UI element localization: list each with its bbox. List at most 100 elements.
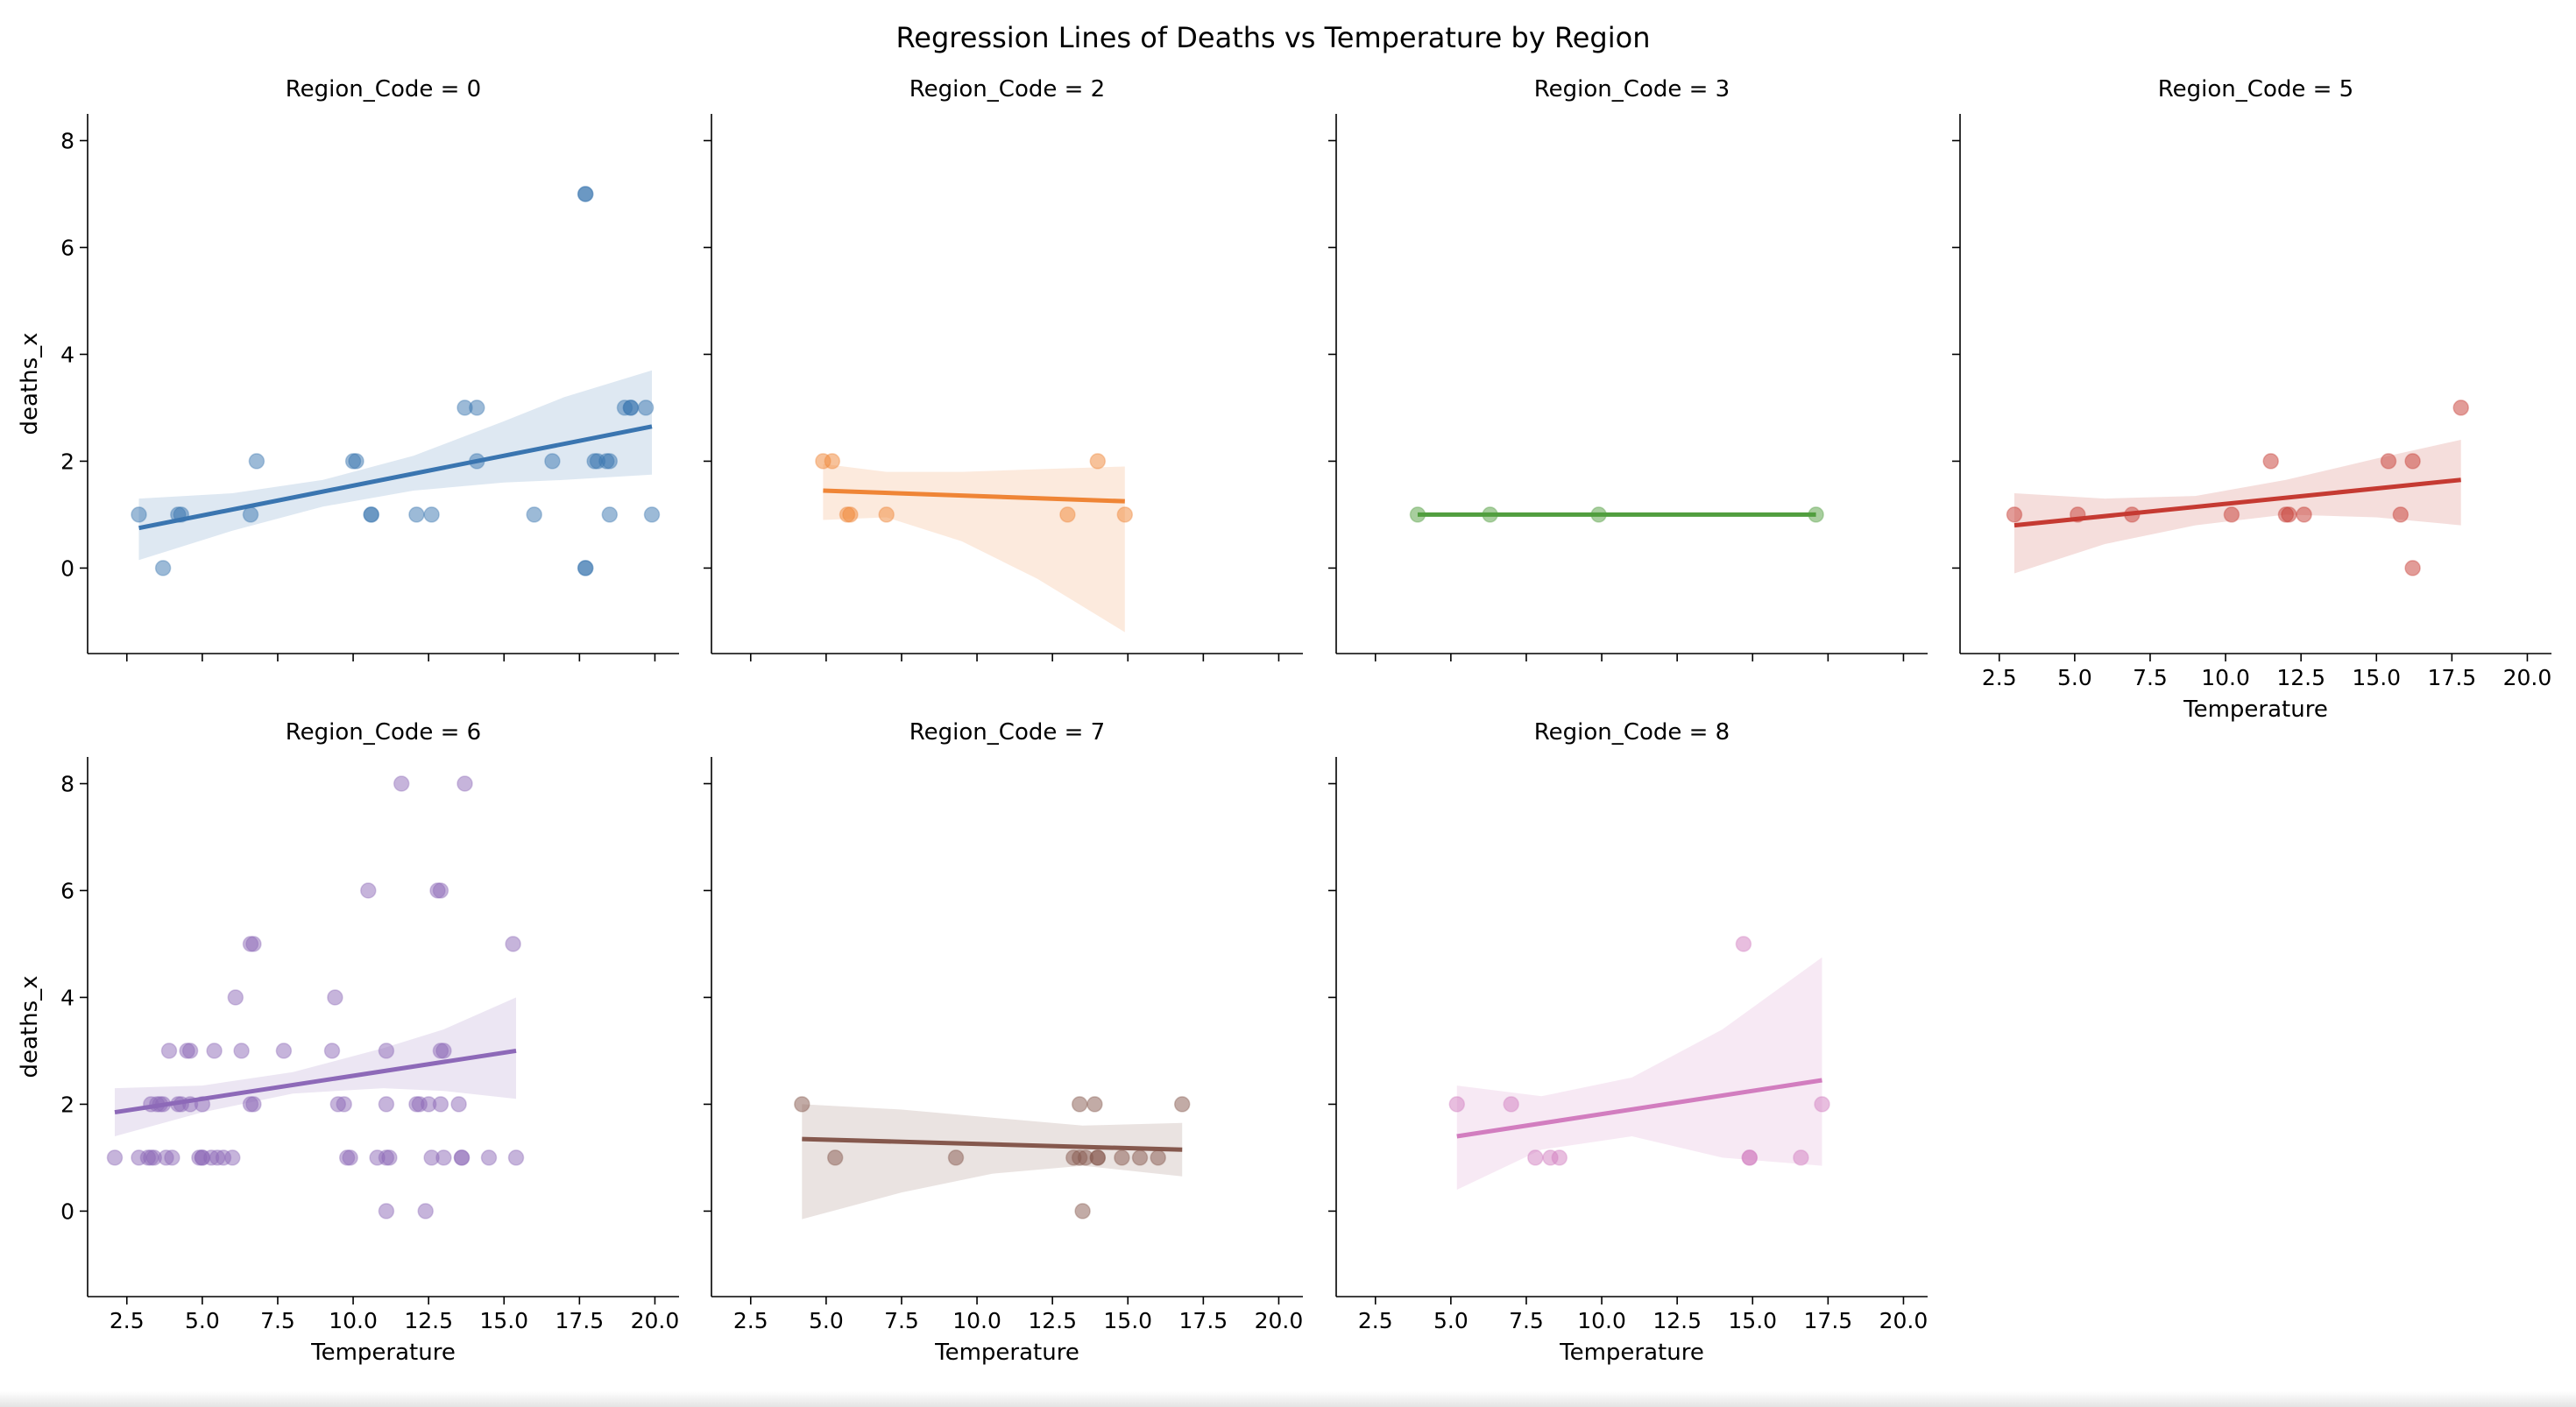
regression-line <box>823 488 1125 504</box>
x-tick-label: 5.0 <box>809 1308 844 1333</box>
data-point <box>131 506 147 523</box>
x-tick-label: 2.5 <box>733 1308 768 1333</box>
y-tick-label: 0 <box>60 555 74 581</box>
y-tick-label: 6 <box>60 235 74 260</box>
data-point <box>1086 1096 1103 1113</box>
facet-panel: Region_Code = 0 0 2 4 6 8 deaths_x <box>17 76 679 661</box>
data-point <box>1089 453 1107 470</box>
x-tick-label: 12.5 <box>1028 1308 1077 1333</box>
x-tick-label: 5.0 <box>185 1308 220 1333</box>
data-point <box>469 399 485 416</box>
regression-line <box>138 424 653 531</box>
data-point <box>106 1149 124 1166</box>
data-point <box>432 882 449 899</box>
x-tick-label: 10.0 <box>2201 665 2250 690</box>
data-point <box>435 1149 452 1166</box>
confidence-band <box>823 463 1125 633</box>
x-tick-label: 2.5 <box>110 1308 145 1333</box>
y-tick-label: 2 <box>60 1092 74 1117</box>
data-point <box>1551 1149 1568 1166</box>
regression-line <box>114 1048 517 1115</box>
x-tick-label: 20.0 <box>631 1308 680 1333</box>
data-point <box>342 1149 358 1166</box>
data-point <box>450 1096 467 1113</box>
x-tick-label: 2.5 <box>1982 665 2017 690</box>
data-point <box>826 1149 844 1166</box>
x-tick-label: 12.5 <box>404 1308 453 1333</box>
data-point <box>1735 936 1752 952</box>
x-axis-label: Temperature <box>934 1340 1079 1366</box>
data-point <box>1089 1149 1107 1166</box>
x-tick-label: 5.0 <box>1433 1308 1468 1333</box>
data-point <box>2006 506 2023 523</box>
data-point <box>360 882 377 899</box>
panel-title: Region_Code = 3 <box>1534 76 1730 103</box>
panel-title: Region_Code = 8 <box>1534 719 1730 746</box>
x-tick-label: 17.5 <box>1804 1308 1853 1333</box>
y-axis-label: deaths_x <box>17 332 43 435</box>
data-point <box>1814 1096 1830 1113</box>
data-point <box>637 399 655 416</box>
data-point <box>842 506 859 523</box>
regression-line <box>1456 1078 1822 1139</box>
regression-line <box>2013 477 2461 528</box>
data-point <box>1793 1149 1809 1166</box>
data-point <box>577 560 594 576</box>
x-axis-label: Temperature <box>1559 1340 1704 1366</box>
data-point <box>363 506 379 523</box>
x-tick-label: 20.0 <box>1879 1308 1928 1333</box>
data-point <box>423 506 440 523</box>
x-tick-label: 20.0 <box>2503 665 2552 690</box>
data-point <box>1448 1096 1466 1113</box>
data-point <box>378 1203 395 1220</box>
x-tick-label: 17.5 <box>556 1308 605 1333</box>
x-tick-label: 2.5 <box>1358 1308 1393 1333</box>
confidence-band <box>1456 957 1822 1190</box>
x-tick-label: 10.0 <box>952 1308 1001 1333</box>
data-point <box>393 775 410 792</box>
bottom-edge-shade <box>0 1391 2576 1407</box>
data-point <box>878 506 895 523</box>
data-point <box>160 1043 178 1059</box>
data-point <box>526 506 542 523</box>
data-point <box>2392 506 2410 523</box>
data-point <box>505 936 521 952</box>
data-point <box>1741 1149 1759 1166</box>
data-point <box>794 1096 810 1113</box>
data-point <box>507 1149 525 1166</box>
panel-title: Region_Code = 7 <box>909 719 1105 746</box>
x-tick-label: 17.5 <box>2428 665 2477 690</box>
data-point <box>2223 506 2240 523</box>
x-tick-label: 15.0 <box>1103 1308 1152 1333</box>
data-point <box>154 560 172 576</box>
facet-panel: Region_Code = 2 <box>704 76 1303 661</box>
x-tick-label: 5.0 <box>2057 665 2092 690</box>
data-point <box>227 989 244 1006</box>
x-tick-label: 17.5 <box>1179 1308 1228 1333</box>
confidence-band <box>2014 440 2461 574</box>
figure-title: Regression Lines of Deaths vs Temperatur… <box>896 21 1651 54</box>
panel-title: Region_Code = 2 <box>909 76 1105 103</box>
x-tick-label: 15.0 <box>1728 1308 1777 1333</box>
x-tick-label: 10.0 <box>1577 1308 1626 1333</box>
data-point <box>2452 399 2469 416</box>
data-point <box>453 1149 471 1166</box>
x-tick-label: 12.5 <box>1652 1308 1702 1333</box>
facet-panel: Region_Code = 3 <box>1328 76 1928 661</box>
data-point <box>2380 453 2397 470</box>
y-tick-label: 0 <box>60 1198 74 1224</box>
data-point <box>2296 506 2312 523</box>
panel-title: Region_Code = 0 <box>286 76 481 103</box>
data-point <box>1114 1149 1130 1166</box>
data-point <box>2281 506 2297 523</box>
x-tick-label: 12.5 <box>2276 665 2325 690</box>
data-point <box>378 1096 395 1113</box>
data-point <box>275 1043 293 1059</box>
x-axis-label: Temperature <box>310 1340 456 1366</box>
data-point <box>947 1149 965 1166</box>
y-tick-label: 6 <box>60 878 74 903</box>
data-point <box>2404 560 2421 576</box>
x-axis-label: Temperature <box>2183 696 2328 723</box>
x-tick-label: 7.5 <box>260 1308 295 1333</box>
y-tick-label: 8 <box>60 128 74 153</box>
